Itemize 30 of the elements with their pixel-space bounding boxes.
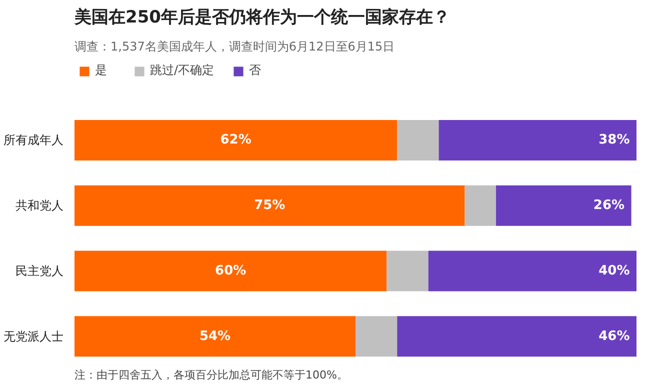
data-label: 62%	[220, 132, 252, 148]
bar	[74, 185, 465, 226]
data-label: 75%	[254, 198, 286, 214]
bar	[464, 185, 496, 226]
y-tick-label: 无党派人士	[4, 329, 64, 344]
legend-label: 跳过/不确定	[150, 62, 214, 79]
bar	[386, 250, 428, 292]
bar	[428, 250, 636, 292]
legend-label: 否	[249, 62, 262, 79]
data-label: 54%	[199, 328, 231, 344]
bar	[74, 120, 398, 160]
bar	[397, 316, 636, 357]
y-tick-label: 民主党人	[16, 264, 64, 278]
bar	[74, 250, 387, 292]
bar	[397, 120, 439, 160]
bar	[496, 185, 632, 226]
bar	[356, 316, 398, 357]
y-tick-label: 共和党人	[16, 198, 64, 213]
data-label: 40%	[598, 263, 630, 278]
chart-title: 美国在250年后是否仍将作为一个统一国家存在？	[74, 8, 450, 28]
bar	[74, 316, 356, 357]
chart-subtitle: 调查：1,537名美国成年人，调查时间为6月12日至6月15日	[74, 40, 395, 54]
bar	[438, 120, 636, 160]
data-label: 60%	[215, 263, 246, 278]
data-label: 26%	[593, 198, 625, 214]
legend-label: 是	[95, 62, 108, 79]
data-label: 38%	[598, 132, 630, 148]
data-label: 46%	[598, 328, 630, 344]
y-tick-label: 所有成年人	[4, 133, 64, 148]
annotation: 注：由于四舍五入，各项百分比加总可能不等于100%。	[74, 368, 348, 382]
